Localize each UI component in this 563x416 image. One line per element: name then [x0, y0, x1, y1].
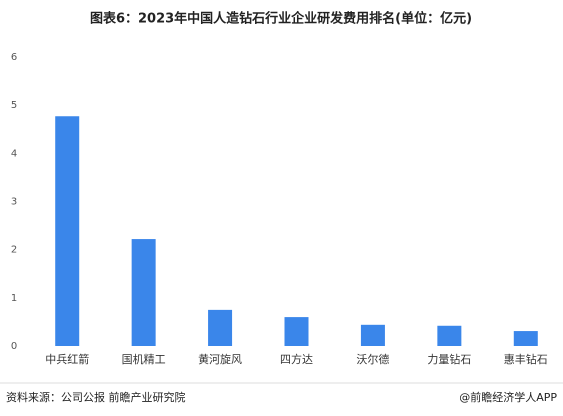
- x-tick-label: 黄河旋风: [198, 352, 242, 366]
- brand: @前瞻经济学人APP: [459, 390, 557, 404]
- y-tick-label: 5: [11, 100, 17, 111]
- y-tick-label: 1: [11, 293, 17, 304]
- y-tick-label: 6: [11, 52, 17, 63]
- bar: [284, 317, 309, 346]
- y-tick-label: 2: [11, 245, 17, 256]
- x-tick-label: 四方达: [280, 352, 313, 366]
- x-tick-label: 力量钻石: [427, 352, 471, 366]
- bar: [360, 324, 385, 346]
- source: 资料来源：公司公报 前瞻产业研究院: [6, 390, 186, 404]
- x-tick-label: 沃尔德: [356, 352, 389, 366]
- y-tick-label: 3: [11, 197, 17, 208]
- x-tick-label: 国机精工: [122, 352, 166, 366]
- y-tick-label: 0: [11, 341, 17, 352]
- x-tick-label: 中兵红箭: [45, 352, 89, 366]
- bar: [55, 116, 80, 347]
- bar: [131, 239, 156, 346]
- bar: [437, 325, 462, 346]
- chart-title: 图表6：2023年中国人造钻石行业企业研发费用排名(单位：亿元): [90, 11, 472, 27]
- bar: [208, 309, 233, 346]
- y-tick-label: 4: [11, 148, 17, 159]
- bar: [513, 331, 538, 346]
- x-tick-label: 惠丰钻石: [504, 352, 548, 366]
